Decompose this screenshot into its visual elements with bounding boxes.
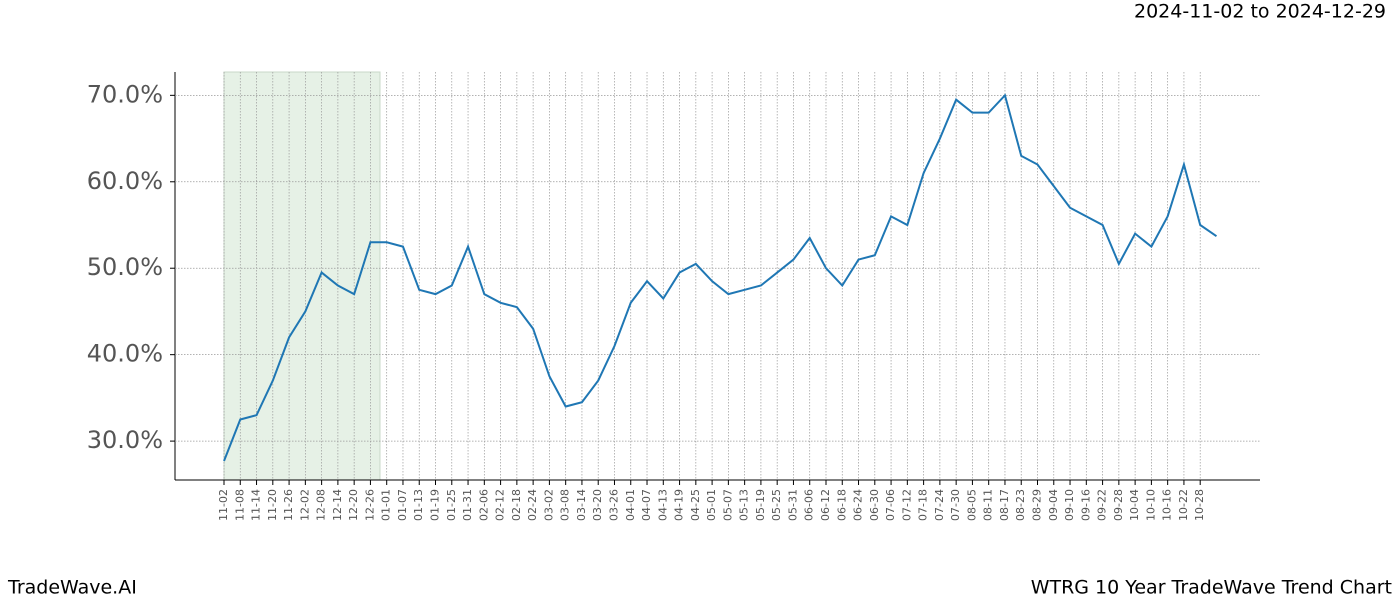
x-tick-label: 12-26 <box>363 489 376 521</box>
x-tick-label: 03-20 <box>591 489 604 521</box>
x-tick-label: 02-24 <box>526 489 539 521</box>
x-tick-label: 09-28 <box>1112 489 1125 521</box>
x-tick-label: 04-07 <box>640 489 653 521</box>
x-tick-label: 10-28 <box>1193 489 1206 521</box>
x-tick-label: 10-10 <box>1144 489 1157 521</box>
x-tick-label: 01-01 <box>380 489 393 521</box>
x-tick-label: 01-25 <box>445 489 458 521</box>
x-tick-label: 08-11 <box>982 489 995 521</box>
x-tick-label: 03-08 <box>559 489 572 521</box>
x-tick-label: 06-12 <box>819 489 832 521</box>
x-tick-label: 09-16 <box>1079 489 1092 521</box>
x-tick-label: 05-13 <box>738 489 751 521</box>
x-tick-label: 12-02 <box>298 489 311 521</box>
y-tick-label: 40.0% <box>87 340 163 368</box>
x-tick-label: 11-20 <box>266 489 279 521</box>
x-tick-label: 01-13 <box>412 489 425 521</box>
y-tick-label: 30.0% <box>87 426 163 454</box>
x-tick-label: 08-29 <box>1031 489 1044 521</box>
x-tick-label: 04-25 <box>689 489 702 521</box>
x-tick-label: 06-30 <box>868 489 881 521</box>
x-tick-label: 10-04 <box>1128 489 1141 521</box>
x-tick-label: 02-18 <box>510 489 523 521</box>
x-tick-label: 05-31 <box>786 489 799 521</box>
x-tick-label: 04-19 <box>673 489 686 521</box>
x-tick-label: 04-01 <box>624 489 637 521</box>
x-tick-label: 11-14 <box>250 489 263 521</box>
x-tick-label: 07-24 <box>933 489 946 521</box>
x-tick-label: 07-06 <box>884 489 897 521</box>
x-tick-label: 11-08 <box>233 489 246 521</box>
x-tick-label: 01-31 <box>461 489 474 521</box>
x-tick-label: 10-16 <box>1161 489 1174 521</box>
y-tick-label: 70.0% <box>87 80 163 108</box>
x-tick-label: 11-02 <box>217 489 230 521</box>
x-tick-label: 08-17 <box>998 489 1011 521</box>
x-tick-label: 06-06 <box>803 489 816 521</box>
x-tick-label: 09-22 <box>1096 489 1109 521</box>
x-tick-label: 12-20 <box>347 489 360 521</box>
x-tick-label: 07-18 <box>917 489 930 521</box>
x-tick-label: 06-18 <box>835 489 848 521</box>
x-tick-label: 05-19 <box>754 489 767 521</box>
y-tick-label: 60.0% <box>87 167 163 195</box>
x-tick-label: 10-22 <box>1177 489 1190 521</box>
x-tick-label: 05-25 <box>770 489 783 521</box>
highlight-range <box>223 71 381 481</box>
x-tick-label: 04-13 <box>656 489 669 521</box>
x-tick-label: 08-23 <box>1014 489 1027 521</box>
x-tick-label: 09-04 <box>1047 489 1060 521</box>
x-tick-label: 03-26 <box>607 489 620 521</box>
x-tick-label: 12-08 <box>315 489 328 521</box>
x-tick-label: 01-19 <box>429 489 442 521</box>
footer-right: WTRG 10 Year TradeWave Trend Chart <box>1031 577 1392 599</box>
y-tick-label: 50.0% <box>87 253 163 281</box>
x-tick-label: 05-07 <box>721 489 734 521</box>
x-tick-label: 07-30 <box>949 489 962 521</box>
footer-left: TradeWave.AI <box>7 577 137 599</box>
x-tick-label: 12-14 <box>331 489 344 521</box>
x-tick-label: 11-26 <box>282 489 295 521</box>
x-tick-label: 02-12 <box>494 489 507 521</box>
x-tick-label: 02-06 <box>477 489 490 521</box>
date-range: 2024-11-02 to 2024-12-29 <box>1134 1 1386 23</box>
x-tick-label: 07-12 <box>900 489 913 521</box>
x-tick-label: 03-14 <box>575 489 588 521</box>
x-tick-label: 09-10 <box>1063 489 1076 521</box>
x-tick-label: 01-07 <box>396 489 409 521</box>
x-tick-label: 03-02 <box>542 489 555 521</box>
x-tick-label: 06-24 <box>852 489 865 521</box>
x-tick-label: 05-01 <box>705 489 718 521</box>
trend-line <box>223 93 1218 462</box>
x-tick-label: 08-05 <box>965 489 978 521</box>
